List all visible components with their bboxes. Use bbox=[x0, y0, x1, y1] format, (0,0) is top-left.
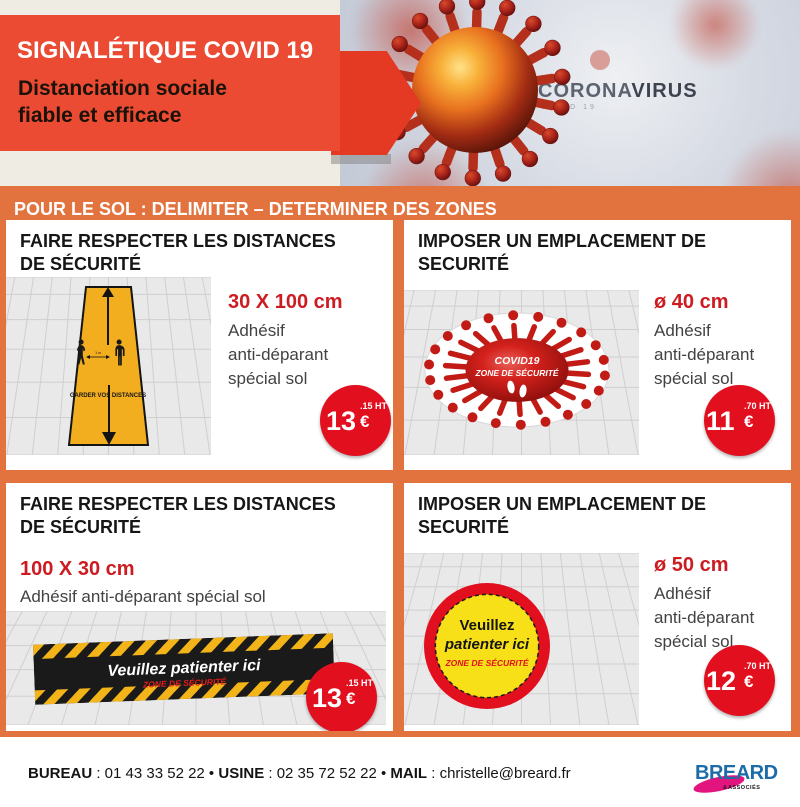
svg-text:patienter ici: patienter ici bbox=[444, 636, 530, 653]
svg-text:COVID19: COVID19 bbox=[495, 355, 540, 367]
svg-text:Veuillez: Veuillez bbox=[459, 617, 514, 634]
svg-text:BREARD: BREARD bbox=[695, 762, 778, 784]
svg-text:GARDER VOS DISTANCES: GARDER VOS DISTANCES bbox=[70, 393, 146, 399]
svg-text:1 m: 1 m bbox=[95, 351, 101, 355]
svg-text:&: & bbox=[723, 785, 727, 791]
svg-text:ZONE DE SÉCURITÉ: ZONE DE SÉCURITÉ bbox=[474, 368, 558, 378]
svg-text:ZONE DE SÉCURITÉ: ZONE DE SÉCURITÉ bbox=[444, 658, 528, 668]
